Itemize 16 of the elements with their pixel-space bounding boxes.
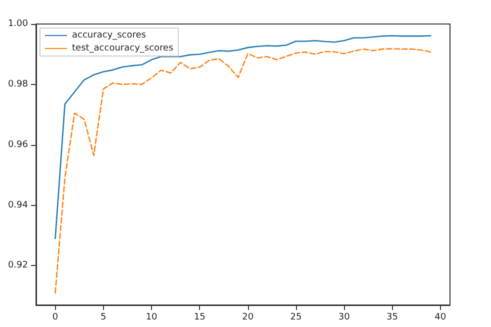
y-tick-label: 0.94 (8, 200, 28, 210)
x-tick-label: 10 (146, 312, 158, 322)
legend-label: accuracy_scores (72, 30, 146, 40)
y-tick-label: 0.96 (8, 140, 28, 150)
legend-label: test_accouracy_scores (72, 44, 174, 54)
x-tick-label: 25 (290, 312, 302, 322)
y-tick-label: 1.00 (8, 19, 28, 29)
x-tick-label: 35 (386, 312, 398, 322)
x-tick-label: 20 (242, 312, 254, 322)
x-tick-label: 5 (100, 312, 106, 322)
x-tick-label: 30 (338, 312, 350, 322)
y-tick-label: 0.98 (8, 79, 28, 90)
x-tick-label: 15 (194, 312, 206, 322)
y-tick-label: 0.92 (8, 260, 28, 271)
x-tick-label: 40 (434, 312, 446, 322)
x-tick-label: 0 (52, 312, 58, 322)
